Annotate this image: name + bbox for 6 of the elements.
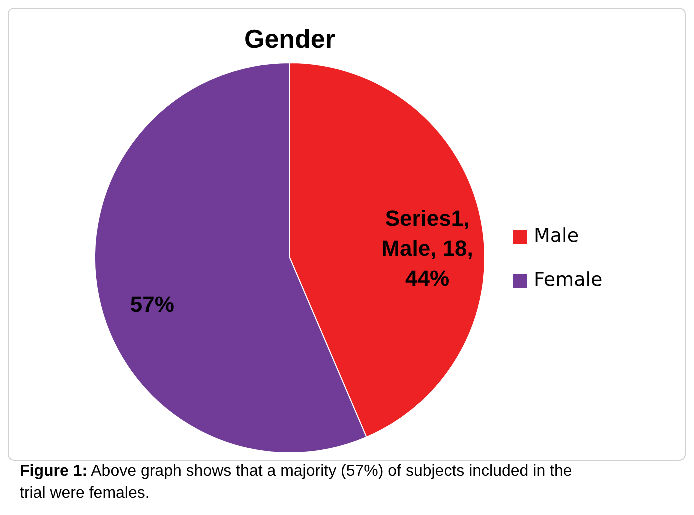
data-label: 57%: [130, 292, 174, 318]
data-label: Series1, Male, 18, 44%: [382, 206, 474, 291]
legend-label: Male: [534, 225, 580, 248]
chart-title: Gender: [244, 24, 336, 54]
legend-label: Female: [534, 269, 603, 292]
caption: Figure 1: Above graph shows that a majority (57%) of subjects included in the trial were females.: [20, 463, 572, 502]
